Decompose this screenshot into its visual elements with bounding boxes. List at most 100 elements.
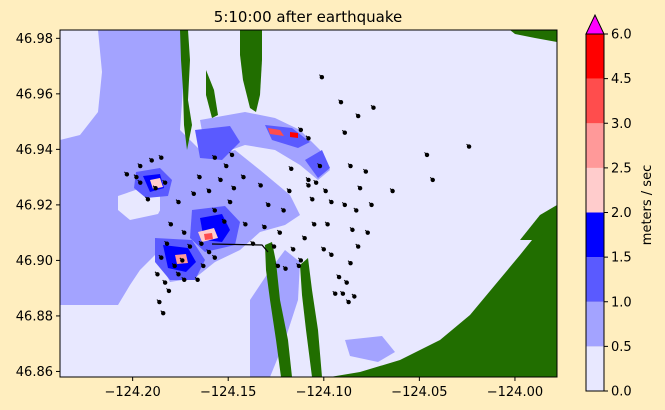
gauge-marker-tail [145, 196, 149, 200]
gauge-marker-tail [196, 174, 200, 178]
colorbar-tick-label: 2.5 [611, 161, 632, 176]
colorbar-segment [586, 123, 604, 168]
gauge-marker-tail [187, 243, 191, 247]
peak-speed-north [268, 128, 284, 136]
gauge-marker-tail [311, 221, 315, 225]
colorbar-tick-label: 3.0 [611, 117, 632, 132]
gauge-marker-tail [250, 240, 254, 245]
gauge-marker-tail [305, 182, 309, 186]
offshore-current-zone [60, 30, 215, 305]
gauge-marker-tail [280, 207, 285, 211]
colorbar-segment [586, 34, 604, 79]
colorbar-segment [586, 78, 604, 124]
colorbar-tick-label: 0.0 [611, 385, 632, 400]
gauge-marker-tail [148, 157, 153, 161]
gauge-marker-tail [313, 179, 317, 184]
gauge-marker-tail [231, 185, 235, 189]
gauge-marker-tail [305, 177, 309, 181]
gauge-marker-tail [424, 152, 428, 156]
gauge-marker-tail [370, 104, 374, 109]
gauge-marker-tail [368, 202, 372, 206]
south-spit-land [265, 242, 292, 377]
y-tick-label: 46.96 [16, 87, 53, 102]
gauge-marker-tail [171, 263, 176, 267]
gauge-marker-tail [261, 224, 265, 228]
gauge-marker-tail [181, 229, 185, 234]
gauge-marker-tail [181, 276, 185, 281]
gauge-marker-tail [257, 182, 262, 186]
north-spit-land [180, 30, 192, 150]
colorbar-tick-label: 0.5 [611, 340, 632, 355]
gauge-marker-tail [162, 179, 166, 184]
gauge-marker-tail [211, 207, 216, 211]
gauge-marker-tail [290, 246, 294, 250]
gauge-marker-tail [265, 202, 269, 206]
gauge-marker-tail [242, 221, 246, 225]
gauge-marker-tail [429, 177, 434, 181]
gauge-marker-tail [152, 185, 156, 189]
gauge-marker-tail [137, 179, 141, 184]
gauge-marker-tail [200, 263, 204, 267]
gauge-markers [124, 74, 472, 316]
gauge-marker-tail [355, 113, 359, 117]
gauge-marker-tail [282, 265, 286, 270]
gauge-marker-tail [343, 279, 348, 283]
colorbar-tick-label: 4.5 [611, 72, 632, 87]
x-axis: −124.20 −124.15 −124.10 −124.05 −124.00 [104, 377, 543, 400]
gauge-marker-tail [357, 185, 361, 189]
y-tick-label: 46.98 [16, 32, 53, 47]
gauge-marker-tail [349, 227, 353, 231]
gauge-marker-tail [229, 152, 233, 156]
gauge-marker-tail [175, 199, 179, 203]
y-axis: 46.86 46.88 46.90 46.92 46.94 46.96 46.98 [16, 32, 60, 380]
southeast-land [330, 210, 557, 377]
gauge-marker-tail [328, 252, 332, 256]
peak-speed-mouth-red [204, 233, 213, 240]
southeast-land-fringe [520, 205, 557, 240]
colorbar-segment [586, 167, 604, 213]
colorbar-segment [586, 346, 604, 391]
map-area [60, 30, 557, 377]
gauge-marker-tail [158, 154, 162, 159]
gauge-marker-tail [168, 221, 172, 225]
y-tick-label: 46.86 [16, 365, 53, 380]
x-tick-label: −124.20 [104, 385, 160, 400]
gauge-marker-tail [341, 202, 346, 206]
colorbar-extend-arrow [585, 13, 605, 35]
gauge-marker-tail [221, 218, 225, 222]
x-tick-label: −124.05 [391, 385, 447, 400]
gauge-marker-tail [286, 188, 290, 192]
gauge-marker-tail [166, 288, 170, 292]
gauge-marker-tail [336, 274, 340, 278]
north-peninsula-land [240, 30, 262, 112]
gauge-marker-tail [347, 260, 351, 264]
gauge-marker-tail [341, 129, 346, 134]
gauge-marker-tail [355, 243, 359, 247]
gauge-marker-tail [160, 310, 164, 314]
gauge-marker-tail [466, 143, 470, 147]
colorbar-segment [586, 212, 604, 258]
gauge-marker-tail [158, 254, 162, 258]
gauge-marker-tail [345, 299, 349, 303]
colorbar-tick-label: 1.0 [611, 295, 632, 310]
gauge-marker-tail [154, 271, 158, 275]
gauge-marker-tail [124, 171, 128, 175]
gauge-marker-tail [133, 174, 137, 178]
gauge-marker-tail [275, 263, 279, 267]
gauge-marker-tail [227, 199, 231, 203]
gauge-marker-tail [211, 154, 216, 159]
x-tick-label: −124.10 [296, 385, 352, 400]
jetty-line [211, 243, 269, 253]
plot-frame [59, 29, 558, 378]
gauge-marker-tail [347, 163, 351, 167]
gauge-marker-tail [298, 257, 302, 261]
colorbar-segment [586, 257, 604, 302]
gauge-marker-tail [332, 290, 336, 295]
y-tick-label: 46.92 [16, 198, 53, 213]
gauge-marker-tail [324, 221, 328, 225]
gauge-marker-tail [164, 240, 168, 245]
colorbar-tick-label: 6.0 [611, 28, 632, 43]
north-marsh-land [206, 70, 218, 118]
gauge-marker-tail [175, 271, 179, 275]
